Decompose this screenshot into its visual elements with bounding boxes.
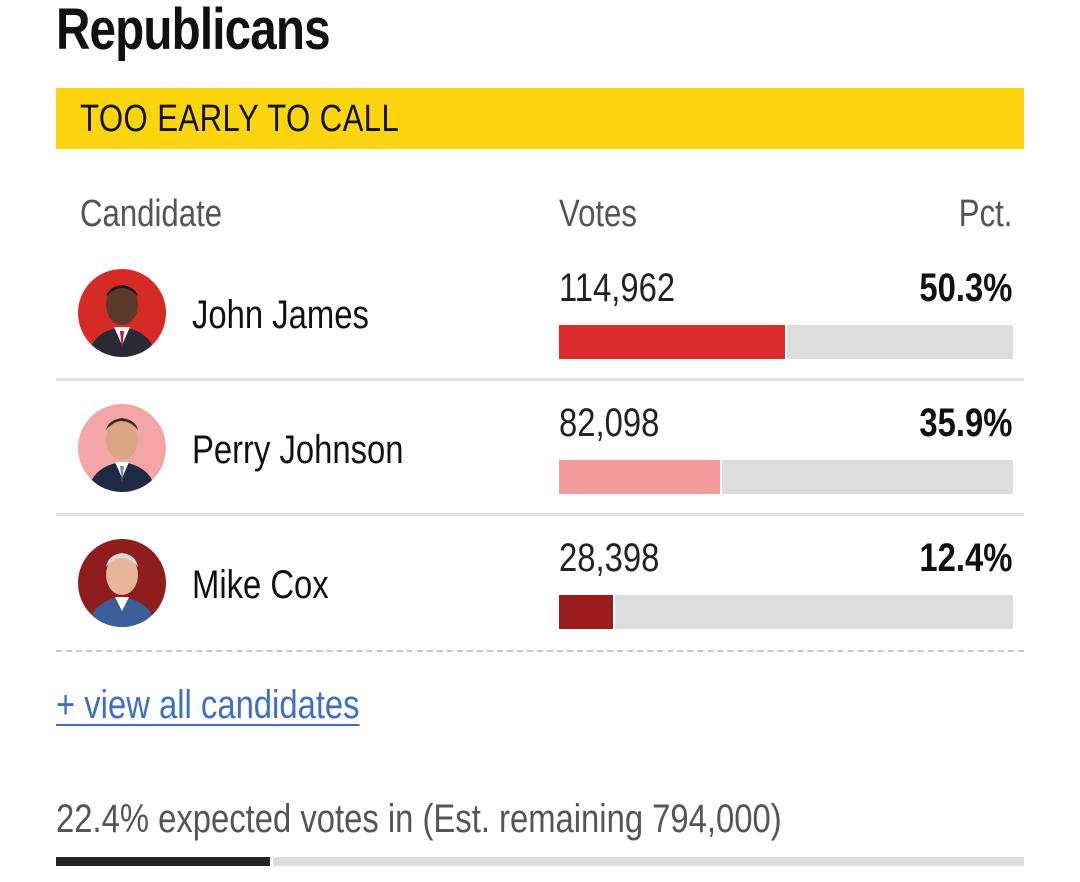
vote-percent: 35.9% xyxy=(918,401,1012,445)
candidate-avatar xyxy=(78,404,166,492)
vote-share-bar-fill xyxy=(559,325,788,359)
view-all-candidates-link[interactable]: + view all candidates xyxy=(56,683,360,727)
column-header-votes: Votes xyxy=(559,193,637,235)
vote-share-bar-fill xyxy=(559,595,616,629)
candidate-avatar xyxy=(78,269,166,357)
table-row: Mike Cox 28,398 12.4% xyxy=(56,516,1024,651)
vote-percent: 50.3% xyxy=(918,266,1012,310)
row-divider xyxy=(56,513,1024,516)
candidate-name: Perry Johnson xyxy=(192,428,404,472)
candidate-name: Mike Cox xyxy=(192,563,329,607)
race-status-banner: TOO EARLY TO CALL xyxy=(56,88,1024,149)
dashed-divider xyxy=(56,650,1024,652)
row-divider xyxy=(56,378,1024,381)
table-row: John James 114,962 50.3% xyxy=(56,246,1024,381)
vote-percent: 12.4% xyxy=(918,536,1012,580)
vote-count: 82,098 xyxy=(559,401,660,445)
vote-share-bar xyxy=(559,595,1013,629)
candidate-avatar xyxy=(78,539,166,627)
table-row: Perry Johnson 82,098 35.9% xyxy=(56,381,1024,516)
expected-votes-progress-fill xyxy=(56,857,273,866)
vote-share-bar xyxy=(559,460,1013,494)
section-title: Republicans xyxy=(56,0,331,62)
expected-votes-text: 22.4% expected votes in (Est. remaining … xyxy=(56,797,782,841)
column-header-pct: Pct. xyxy=(958,193,1012,235)
vote-share-bar xyxy=(559,325,1013,359)
vote-share-bar-fill xyxy=(559,460,722,494)
vote-count: 114,962 xyxy=(559,266,676,310)
race-status-label: TOO EARLY TO CALL xyxy=(80,98,400,140)
candidate-name: John James xyxy=(192,293,369,337)
expected-votes-progress xyxy=(56,857,1024,866)
column-header-candidate: Candidate xyxy=(80,193,223,235)
vote-count: 28,398 xyxy=(559,536,660,580)
